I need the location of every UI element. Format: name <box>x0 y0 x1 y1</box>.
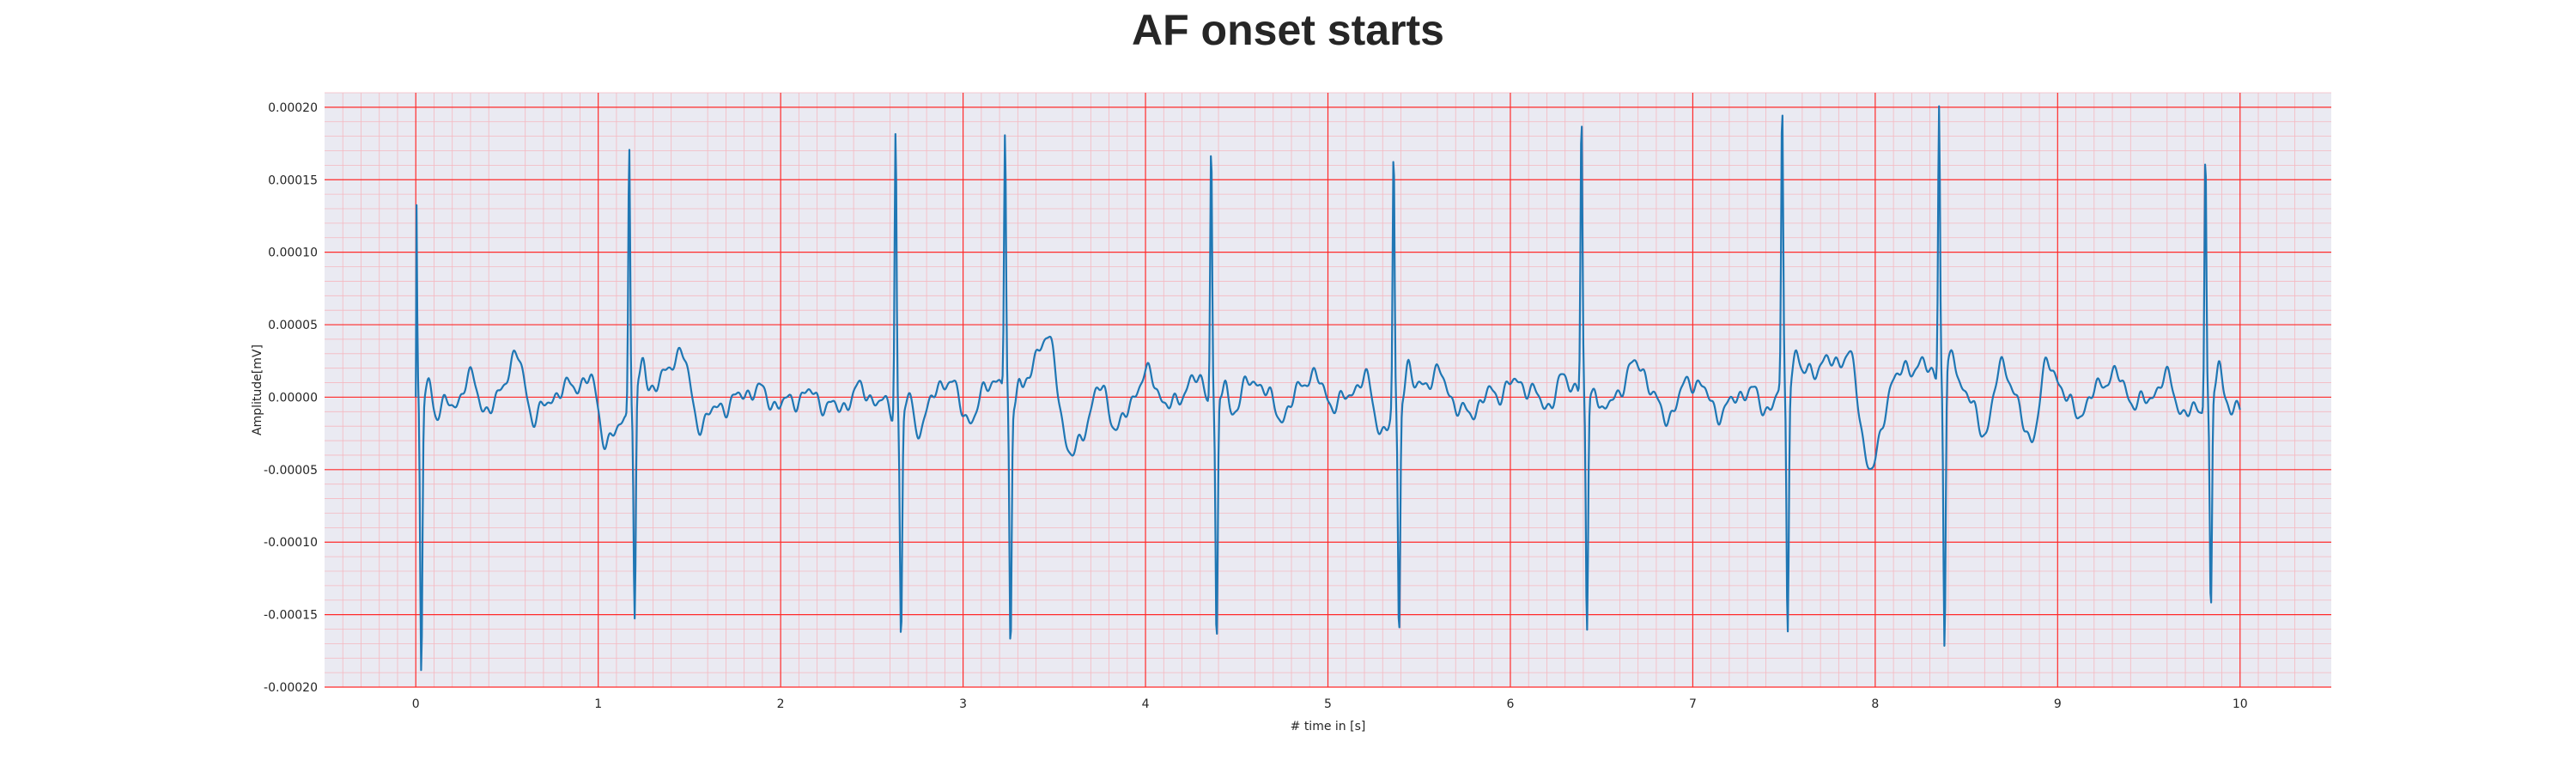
y-axis-ticks: 0.00020 0.00015 0.00010 0.00005 0.00000 -0.00… <box>264 101 318 695</box>
y-tick-label: -0.00010 <box>264 536 318 550</box>
y-tick-label: 0.00005 <box>268 319 318 332</box>
y-tick-label: 0.00000 <box>268 391 318 405</box>
x-tick-label: 0 <box>412 697 420 711</box>
x-tick-label: 2 <box>777 697 785 711</box>
y-tick-label: 0.00015 <box>268 173 318 187</box>
chart-title: AF onset starts <box>1132 6 1444 54</box>
y-tick-label: -0.00015 <box>264 609 318 623</box>
x-tick-label: 5 <box>1324 697 1332 711</box>
series-line-ecg <box>415 105 2241 672</box>
x-tick-label: 6 <box>1506 697 1514 711</box>
x-tick-label: 1 <box>594 697 602 711</box>
x-tick-label: 8 <box>1871 697 1879 711</box>
x-tick-label: 7 <box>1689 697 1697 711</box>
y-tick-label: -0.00005 <box>264 464 318 478</box>
x-tick-label: 4 <box>1142 697 1150 711</box>
x-tick-label: 3 <box>959 697 967 711</box>
x-tick-label: 9 <box>2054 697 2062 711</box>
y-tick-label: 0.00010 <box>268 247 318 260</box>
x-tick-label: 10 <box>2233 697 2248 711</box>
y-tick-label: -0.00020 <box>264 681 318 695</box>
major-grid <box>325 93 2331 688</box>
x-axis-ticks: 0 1 2 3 4 5 6 7 8 9 10 <box>412 697 2248 711</box>
x-axis-label: # time in [s] <box>1291 720 1366 733</box>
y-tick-label: 0.00020 <box>268 101 318 115</box>
y-axis-label: Amplitude[mV] <box>251 344 264 435</box>
